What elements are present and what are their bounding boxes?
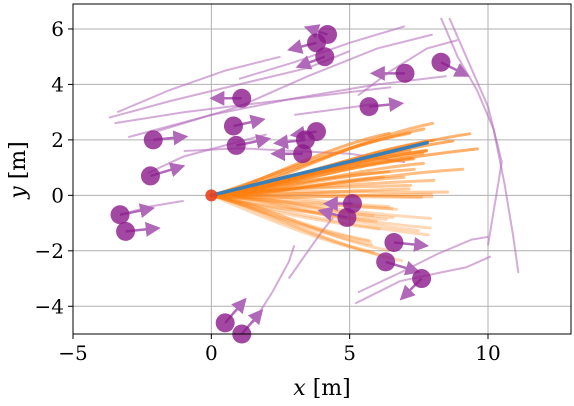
sample-trajectory [209,193,395,219]
pedestrian [399,269,432,301]
pedestrian-marker [395,63,415,83]
sample-trajectory [209,193,373,247]
sample-trajectory [209,193,423,199]
pedestrian-track [251,244,296,324]
pedestrian [140,162,186,186]
pedestrian-track [357,235,489,294]
pedestrian-marker [232,88,252,108]
pedestrian-marker [306,33,326,53]
pedestrian-track [116,55,281,114]
plot-frame [72,3,572,335]
sample-trajectory [209,175,385,198]
x-tick-label: 0 [205,341,218,365]
pedestrian-marker [315,47,335,67]
robot [205,189,218,202]
sample-trajectory [209,192,390,208]
sample-trajectory [209,190,450,197]
pedestrian-track [354,255,492,305]
sample-trajectory [209,193,394,210]
sample-trajectory [209,183,413,197]
pedestrian [110,203,156,225]
y-tick-label: −4 [35,294,64,318]
pedestrian [359,97,405,117]
x-axis-label: x [m] [293,376,350,401]
pedestrian-track [155,33,433,133]
pedestrian [215,297,247,333]
sample-trajectory [209,193,399,211]
sampled-trajectories [209,121,479,263]
robot-marker [205,189,218,202]
pedestrian-track [114,86,392,125]
pedestrian [116,221,161,241]
y-axis-label: y [m] [6,141,31,199]
sample-trajectory [209,187,411,198]
pedestrian-track [448,17,503,246]
pedestrian-marker [223,116,243,136]
sample-trajectory [209,193,381,256]
pedestrian-marker [140,166,160,186]
y-tick-label: 6 [51,17,64,41]
pedestrian [376,252,421,276]
sample-trajectory [209,178,436,197]
pedestrian [270,144,313,164]
pedestrian-marker [226,135,246,155]
pedestrian-marker [116,221,136,241]
pedestrian [431,52,470,77]
pedestrian-marker [143,130,163,150]
sample-trajectory [209,191,434,199]
y-tick-label: 4 [51,72,64,96]
pedestrian [295,47,335,70]
pedestrian-track [287,216,334,280]
pedestrian-marker [215,313,235,333]
mean-path-line [209,140,429,198]
pedestrian [226,134,272,155]
sample-trajectory [209,193,404,263]
pedestrian [384,232,430,252]
pedestrian-marker [293,144,313,164]
sample-trajectory [209,193,370,242]
pedestrian [209,88,252,108]
pedestrian-marker [384,232,404,252]
x-tick-label: 5 [343,341,356,365]
pedestrian-track [357,39,458,97]
pedestrian-marker [337,208,357,228]
pedestrian [287,33,326,54]
pedestrian [143,130,189,150]
ticks: −5 0 5 10 −4 −2 0 2 4 6 [35,17,501,365]
sample-trajectory [209,193,420,233]
pedestrian-marker [431,52,451,72]
y-tick-label: 2 [51,128,64,152]
sample-trajectory [209,193,388,221]
sample-trajectory [209,193,430,237]
pedestrian-marker [376,252,396,272]
sample-trajectory [209,170,391,197]
pedestrian [369,63,415,83]
sample-trajectory [209,175,406,197]
y-tick-label: 0 [51,183,64,207]
pedestrians [110,24,470,344]
pedestrian-marker [110,205,130,225]
pedestrian [223,114,266,136]
x-tick-label: −5 [58,341,87,365]
pedestrian [317,206,357,228]
y-tick-label: −2 [35,239,64,263]
sample-trajectory [209,193,390,252]
pedestrian-marker [359,97,379,117]
pedestrian-marker [412,269,432,289]
mean-path [209,140,429,198]
sample-trajectory [209,193,375,254]
sample-trajectory [209,193,432,220]
sample-trajectory [209,193,373,244]
x-tick-label: 10 [475,341,500,365]
sample-trajectory [209,193,381,231]
sample-trajectory [209,193,432,230]
sample-trajectory [209,192,433,200]
